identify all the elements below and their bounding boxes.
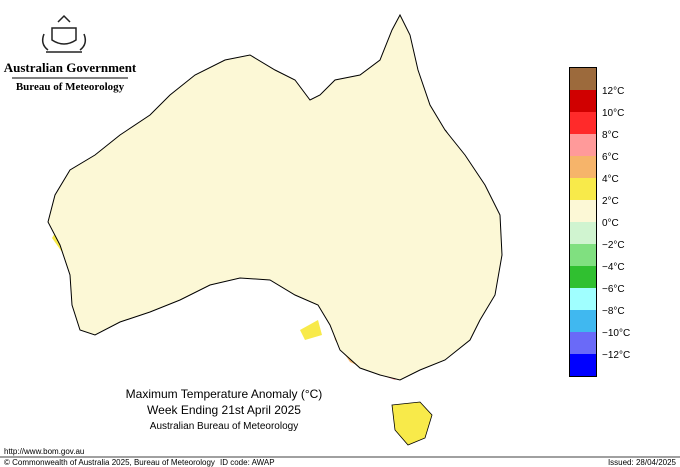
legend-swatch bbox=[570, 200, 596, 222]
legend-label: −2°C bbox=[602, 240, 625, 251]
legend-label: −4°C bbox=[602, 262, 625, 273]
legend-swatch bbox=[570, 332, 596, 354]
legend-swatch bbox=[570, 244, 596, 266]
gov-name: Australian Government bbox=[4, 60, 137, 75]
legend-swatch bbox=[570, 310, 596, 332]
legend-label: 6°C bbox=[602, 152, 619, 163]
legend-swatch bbox=[570, 68, 596, 90]
legend-swatch bbox=[570, 156, 596, 178]
legend-swatch bbox=[570, 90, 596, 112]
legend-label: −6°C bbox=[602, 284, 625, 295]
australia bbox=[47, 14, 503, 446]
legend-label: 10°C bbox=[602, 108, 624, 119]
legend-label: 2°C bbox=[602, 196, 619, 207]
crest bbox=[41, 14, 87, 53]
legend-label: 8°C bbox=[602, 130, 619, 141]
footer-issued: Issued: 28/04/2025 bbox=[608, 458, 677, 467]
legend-label: −10°C bbox=[602, 328, 630, 339]
legend-label: 12°C bbox=[602, 86, 624, 97]
map-subtitle: Week Ending 21st April 2025 bbox=[147, 403, 301, 417]
footer-id: ID code: AWAP bbox=[220, 458, 275, 467]
legend: 12°C 10°C 8°C 6°C 4°C 2°C 0°C −2°C −4°C −6°C −8°C −… bbox=[569, 67, 630, 377]
legend-swatch bbox=[570, 112, 596, 134]
map-title: Maximum Temperature Anomaly (°C) bbox=[126, 387, 323, 401]
legend-label: 0°C bbox=[602, 218, 619, 229]
footer-copyright: © Commonwealth of Australia 2025, Bureau… bbox=[4, 458, 215, 467]
legend-label: 4°C bbox=[602, 174, 619, 185]
map-credit: Australian Bureau of Meteorology bbox=[150, 421, 298, 432]
legend-label: −12°C bbox=[602, 350, 630, 361]
legend-label: −8°C bbox=[602, 306, 625, 317]
legend-swatch bbox=[570, 134, 596, 156]
footer-url: http://www.bom.gov.au bbox=[4, 447, 84, 456]
legend-swatch bbox=[570, 178, 596, 200]
legend-swatch bbox=[570, 266, 596, 288]
bureau-name: Bureau of Meteorology bbox=[16, 81, 125, 93]
legend-swatch bbox=[570, 288, 596, 310]
legend-frame bbox=[569, 67, 597, 377]
legend-swatch bbox=[570, 354, 596, 376]
legend-swatch bbox=[570, 222, 596, 244]
